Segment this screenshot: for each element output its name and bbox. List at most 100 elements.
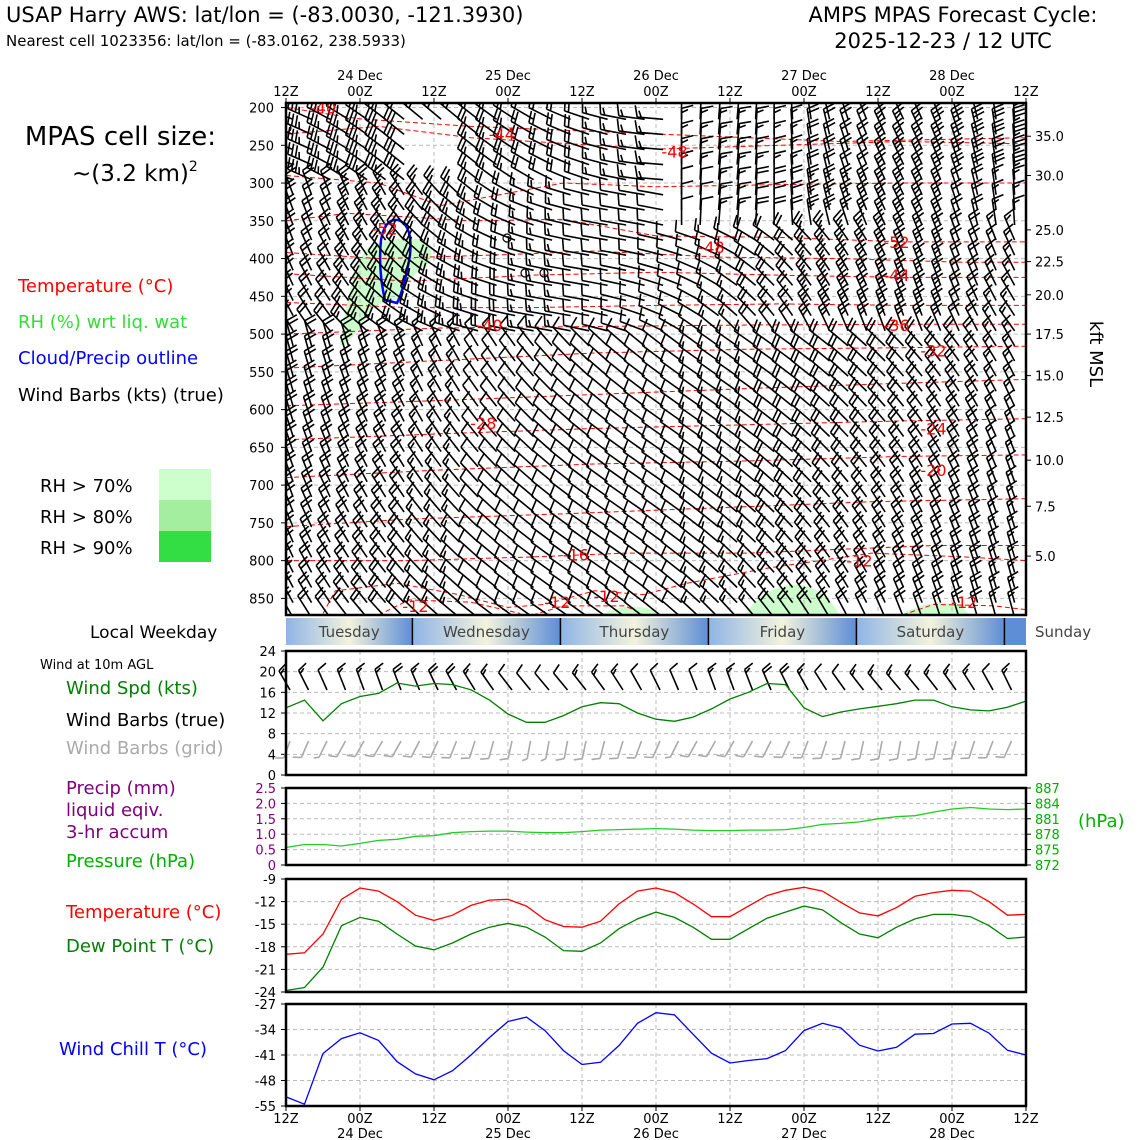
wind-barb <box>543 283 571 302</box>
wind-barb <box>526 189 553 211</box>
wind-barb <box>336 193 350 226</box>
wind-barb <box>963 344 979 377</box>
wind-barb <box>463 344 479 377</box>
wind-barb <box>491 170 516 196</box>
rh-shade-surface-3 <box>900 602 970 615</box>
wind-barb <box>886 390 905 422</box>
wind-barb <box>403 573 424 604</box>
wind-barb <box>439 543 461 573</box>
time-tick-label-bottom: 12Z <box>865 1112 891 1127</box>
time-tick-label-bottom: 12Z <box>717 1112 743 1127</box>
wind-barb <box>364 122 387 151</box>
wind-barb <box>490 202 516 226</box>
wind-barb <box>717 181 733 210</box>
temperature-contour-label: -44 <box>883 266 909 285</box>
wind-barb <box>927 450 942 483</box>
wind-barb <box>549 423 572 453</box>
wind-barb <box>474 103 498 120</box>
wind-barb <box>477 467 498 498</box>
wind-barb <box>697 469 720 498</box>
date-label-bottom: 26 Dec <box>633 1127 679 1140</box>
wind-barb <box>586 424 609 453</box>
wind-barb <box>926 405 942 437</box>
wind-barb <box>400 258 424 287</box>
wind-barb <box>678 469 701 498</box>
wind-barb <box>771 393 794 423</box>
wind-barb <box>495 437 516 468</box>
wind-barb <box>872 540 886 573</box>
wind-barb <box>391 374 405 407</box>
wind-barb <box>409 359 424 392</box>
wind-barb <box>806 193 820 226</box>
wind-barb <box>753 438 775 468</box>
wind-barb <box>925 390 942 422</box>
wind-barb <box>790 119 803 150</box>
wind-barb <box>617 222 645 241</box>
wind-barb <box>410 329 424 362</box>
cell-size-label: MPAS cell size: <box>25 122 216 152</box>
wind-barb <box>492 153 516 181</box>
wind-barb <box>849 436 868 468</box>
wind-barb <box>839 193 852 226</box>
wind-barb <box>772 423 794 453</box>
temperature-contour-label: -52 <box>372 219 398 238</box>
pressure-tick-label: 800 <box>249 555 274 570</box>
wind-barb <box>474 152 498 181</box>
wind-barb <box>678 514 701 543</box>
wind-barb <box>718 573 738 604</box>
time-tick-label-top: 00Z <box>347 85 373 100</box>
wind-barb <box>534 331 553 362</box>
value-tick-label: 8 <box>268 728 276 743</box>
wind-barb-10m <box>515 663 532 691</box>
wind-barb <box>390 420 405 453</box>
wind-barb <box>754 196 770 226</box>
wind-barb <box>344 103 368 120</box>
wind-barb <box>981 314 997 347</box>
wind-barb <box>852 525 868 558</box>
time-tick-label-bottom: 00Z <box>791 1112 817 1127</box>
wind-barb <box>348 270 368 302</box>
wind-barb <box>346 302 368 332</box>
wind-barb-10m <box>885 664 902 691</box>
wind-barb <box>298 268 313 301</box>
wind-barb <box>567 485 590 513</box>
wind-barb <box>696 424 720 453</box>
wind-barb <box>383 152 405 181</box>
pressure-tick-label: 875 <box>1035 844 1060 859</box>
wind-barb-10m <box>317 662 328 691</box>
wind-barb <box>333 541 350 573</box>
wind-barb-10m <box>796 662 809 691</box>
calm-wind-circle <box>539 268 549 278</box>
wind-barb <box>809 392 831 422</box>
wind-barb <box>493 529 516 558</box>
wind-barb <box>992 103 997 120</box>
wind-barb <box>585 590 606 615</box>
wind-barb <box>493 560 516 589</box>
legend-barbs-grid: Wind Barbs (grid) <box>66 738 224 759</box>
wind-barb <box>659 470 683 498</box>
wind-barb <box>404 195 424 226</box>
wind-barb-10m <box>707 662 717 691</box>
wind-barb <box>872 208 886 241</box>
wind-barb <box>1007 586 1019 615</box>
wind-barb <box>551 331 572 362</box>
wind-barb <box>525 252 553 272</box>
wind-barb <box>325 139 350 166</box>
wind-barb <box>817 283 831 316</box>
wind-barb <box>514 407 535 438</box>
wind-barb <box>752 364 775 392</box>
wind-barb-grid <box>383 740 402 758</box>
wind-barb <box>580 253 608 272</box>
wind-barb <box>406 466 424 498</box>
wind-barb <box>622 470 646 498</box>
wind-barb <box>568 378 590 407</box>
wind-barb <box>404 542 424 573</box>
wind-barb <box>493 545 516 574</box>
wind-barb <box>475 559 498 589</box>
wind-barb <box>506 298 534 317</box>
value-tick-label: 12 <box>259 707 276 722</box>
wind-barb-10m <box>779 662 791 691</box>
wind-barb <box>834 556 849 588</box>
wind-barb <box>617 208 645 226</box>
wind-barb <box>617 178 645 196</box>
